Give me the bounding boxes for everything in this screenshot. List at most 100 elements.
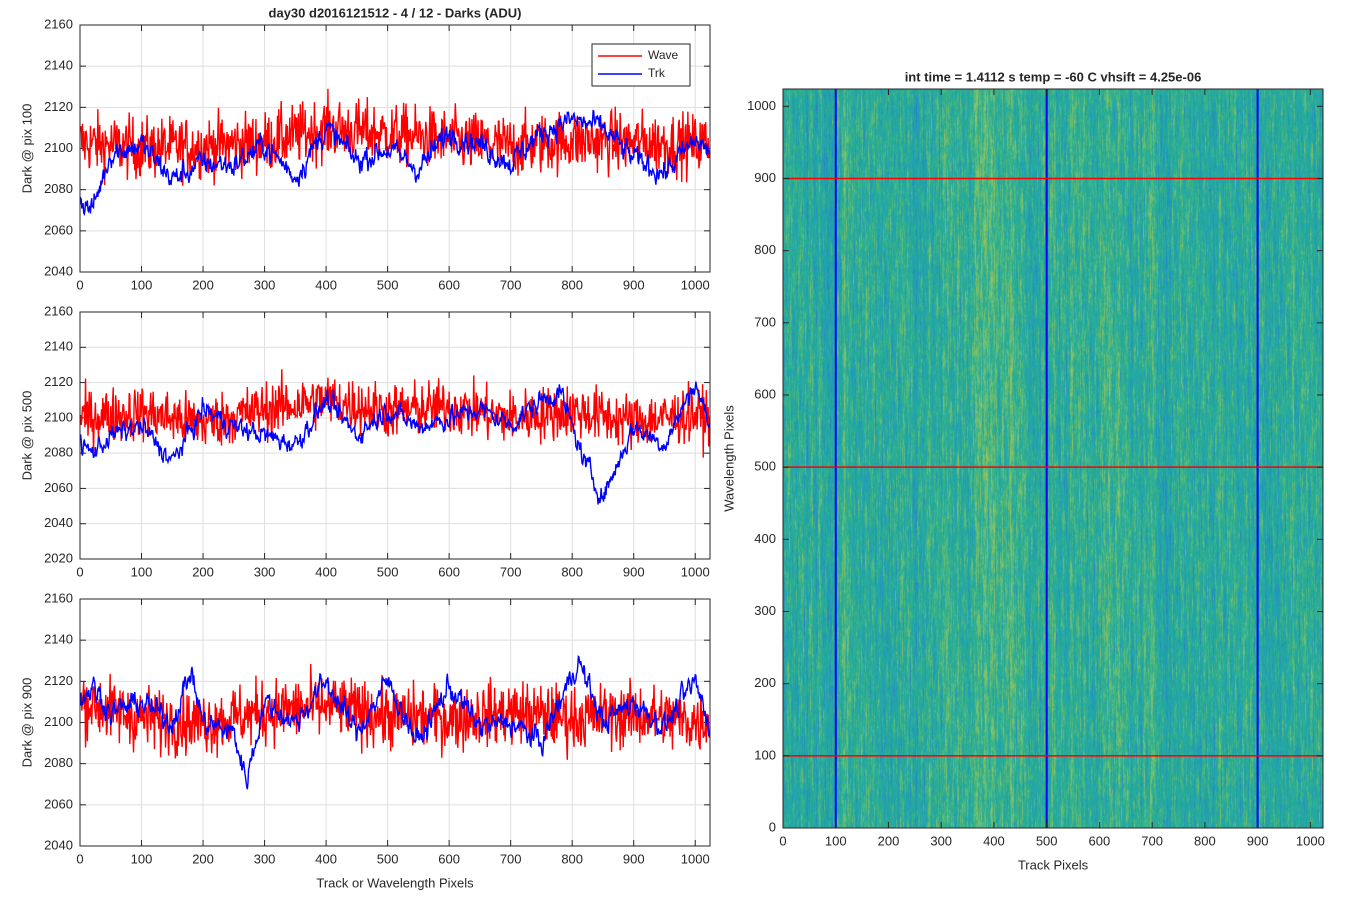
x-tick-label: 200: [192, 851, 214, 866]
y-tick-label: 2140: [44, 58, 73, 73]
line-panel-pix-100: 0 100 200 300 400 500 600 700 800 900 1000 2040 2060…: [19, 5, 711, 292]
x-tick-label: 800: [1194, 833, 1216, 848]
y-tick-label: 2080: [44, 755, 73, 770]
x-tick-label: 400: [983, 833, 1005, 848]
line-panel-pix-500: 0 100 200 300 400 500 600 700 800 900 1000 2020 2040…: [19, 303, 711, 579]
x-tick-label: 700: [500, 564, 522, 579]
x-tick-label: 300: [254, 564, 276, 579]
x-tick-label: 600: [438, 564, 460, 579]
x-tick-label: 500: [1036, 833, 1058, 848]
y-tick-label: 2120: [44, 374, 73, 389]
x-tick-label: 100: [131, 277, 153, 292]
x-tick-label: 400: [315, 277, 337, 292]
x-tick-label: 1000: [681, 851, 710, 866]
y-tick-label: 2140: [44, 632, 73, 647]
y-tick-label: 2100: [44, 140, 73, 155]
chart-title: day30 d2016121512 - 4 / 12 - Darks (ADU): [269, 5, 522, 20]
y-tick-label: 600: [754, 386, 776, 401]
y-tick-label: 500: [754, 459, 776, 474]
series-line-wave: [80, 663, 710, 760]
legend-label-trk: Trk: [648, 66, 666, 80]
x-tick-label: 300: [930, 833, 952, 848]
axes-box: [782, 88, 1324, 829]
y-tick-label: 1000: [747, 98, 776, 113]
heatmap-panel: 0 100 200 300 400 500 600 700 800 900 1000 0 100 200 3…: [721, 69, 1324, 872]
axes-box: [79, 311, 711, 560]
x-axis-label: Track Pixels: [1018, 857, 1089, 872]
x-tick-label: 900: [623, 564, 645, 579]
x-tick-label: 700: [1141, 833, 1163, 848]
legend: Wave Trk: [591, 43, 691, 87]
x-tick-label: 500: [377, 851, 399, 866]
y-tick-label: 2140: [44, 339, 73, 354]
y-tick-label: 2080: [44, 181, 73, 196]
x-tick-label: 700: [500, 851, 522, 866]
y-tick-label: 2040: [44, 837, 73, 852]
line-panel-pix-900: 0 100 200 300 400 500 600 700 800 900 1000 2040 2060…: [19, 590, 711, 890]
x-tick-label: 300: [254, 851, 276, 866]
x-tick-label: 200: [192, 564, 214, 579]
x-tick-label: 500: [377, 277, 399, 292]
x-tick-label: 100: [825, 833, 847, 848]
x-tick-label: 0: [76, 564, 83, 579]
y-tick-label: 2040: [44, 263, 73, 278]
x-tick-label: 900: [623, 277, 645, 292]
y-tick-label: 100: [754, 747, 776, 762]
legend-label-wave: Wave: [648, 48, 679, 62]
legend-box: [591, 43, 691, 87]
y-axis-label: Wavelength Pixels: [721, 405, 736, 512]
axes-box: [79, 24, 711, 273]
y-tick-label: 700: [754, 314, 776, 329]
y-tick-label: 400: [754, 531, 776, 546]
x-tick-label: 0: [779, 833, 786, 848]
y-tick-label: 2060: [44, 222, 73, 237]
x-tick-label: 600: [1089, 833, 1111, 848]
x-tick-label: 800: [561, 851, 583, 866]
x-tick-label: 400: [315, 564, 337, 579]
x-tick-label: 300: [254, 277, 276, 292]
x-tick-label: 600: [438, 851, 460, 866]
y-axis-label: Dark @ pix 100: [19, 104, 34, 194]
x-tick-label: 1000: [1296, 833, 1325, 848]
series-line-trk: [80, 381, 710, 505]
x-tick-label: 900: [1247, 833, 1269, 848]
y-tick-label: 2160: [44, 16, 73, 31]
y-tick-label: 900: [754, 170, 776, 185]
y-axis-label: Dark @ pix 500: [19, 391, 34, 481]
y-tick-label: 2040: [44, 515, 73, 530]
y-tick-label: 2080: [44, 445, 73, 460]
y-tick-label: 2100: [44, 409, 73, 424]
y-tick-label: 2160: [44, 590, 73, 605]
x-tick-label: 200: [878, 833, 900, 848]
y-tick-label: 2100: [44, 714, 73, 729]
x-tick-label: 1000: [681, 564, 710, 579]
series-line-trk: [80, 655, 710, 790]
heatmap-image: [783, 89, 1323, 828]
y-tick-label: 2020: [44, 550, 73, 565]
chart-title: int time = 1.4112 s temp = -60 C vhsift …: [905, 69, 1202, 84]
axes-box: [79, 598, 711, 847]
x-tick-label: 500: [377, 564, 399, 579]
x-tick-label: 800: [561, 564, 583, 579]
y-tick-label: 800: [754, 242, 776, 257]
x-tick-label: 100: [131, 851, 153, 866]
x-axis-label: Track or Wavelength Pixels: [316, 875, 474, 890]
y-tick-label: 2160: [44, 303, 73, 318]
x-tick-label: 0: [76, 851, 83, 866]
x-tick-label: 100: [131, 564, 153, 579]
series-line-wave: [80, 369, 710, 458]
x-tick-label: 600: [438, 277, 460, 292]
y-tick-label: 200: [754, 675, 776, 690]
x-tick-label: 200: [192, 277, 214, 292]
y-tick-label: 2120: [44, 673, 73, 688]
y-axis-label: Dark @ pix 900: [19, 678, 34, 768]
x-tick-label: 700: [500, 277, 522, 292]
y-tick-label: 2060: [44, 796, 73, 811]
y-tick-label: 2120: [44, 99, 73, 114]
x-tick-label: 0: [76, 277, 83, 292]
y-tick-label: 0: [769, 819, 776, 834]
x-tick-label: 1000: [681, 277, 710, 292]
x-tick-label: 800: [561, 277, 583, 292]
series-line-trk: [80, 109, 710, 217]
